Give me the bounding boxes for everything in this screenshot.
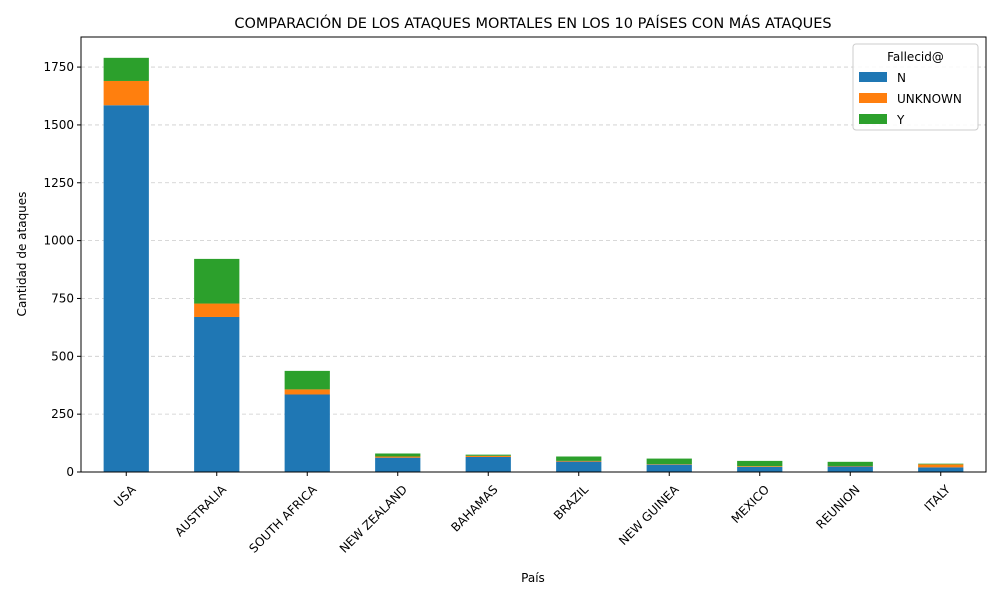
y-tick-label: 0	[66, 465, 74, 479]
bar-segment-n	[827, 466, 873, 472]
bar-segment-n	[918, 467, 964, 472]
bar-segment-n	[284, 394, 330, 472]
x-tick-label: NEW ZEALAND	[337, 482, 410, 555]
bar-segment-unknown	[284, 389, 330, 395]
bar-segment-unknown	[103, 80, 149, 106]
legend-frame	[852, 43, 979, 131]
bar-segment-y	[465, 454, 511, 456]
bar-segment-unknown	[737, 466, 783, 467]
bar-segment-y	[284, 370, 330, 390]
y-tick-label: 1750	[43, 60, 74, 74]
y-tick-label: 250	[51, 407, 74, 421]
bar-segment-y	[375, 453, 421, 457]
bar-segment-unknown	[194, 303, 240, 317]
x-tick-label: ITALY	[922, 482, 954, 514]
legend-swatch-y	[859, 114, 887, 124]
bar-segment-y	[194, 258, 240, 304]
x-axis-ticks: USA AUSTRALIA SOUTH AFRICA NEW ZEALAND BAHAM…	[111, 472, 954, 556]
x-tick-label: MEXICO	[729, 482, 773, 526]
bar-segment-y	[827, 461, 873, 466]
x-tick-label: BRAZIL	[551, 482, 591, 522]
legend-title: Fallecid@	[887, 50, 944, 64]
legend-label-unknown: UNKNOWN	[897, 92, 962, 106]
bar-segment-unknown	[375, 456, 421, 458]
x-tick-label: REUNION	[813, 482, 862, 531]
y-axis-label: Cantidad de ataques	[15, 192, 29, 317]
bar-segment-y	[103, 57, 149, 81]
x-tick-label: AUSTRALIA	[172, 482, 229, 539]
y-tick-label: 1250	[43, 176, 74, 190]
bar-segment-n	[194, 316, 240, 472]
legend: Fallecid@ N UNKNOWN Y	[852, 43, 979, 131]
bar-segment-n	[646, 464, 692, 472]
chart-title: COMPARACIÓN DE LOS ATAQUES MORTALES EN L…	[234, 14, 831, 32]
bar-segment-n	[103, 105, 149, 472]
y-tick-label: 1000	[43, 234, 74, 248]
bar-segment-unknown	[556, 460, 602, 462]
x-tick-label: SOUTH AFRICA	[246, 482, 320, 556]
bars	[103, 57, 964, 472]
bar-segment-y	[737, 460, 783, 467]
y-axis-ticks: 0 250 500 750 1000 1250 1500 1750	[43, 60, 81, 479]
bar-segment-n	[465, 456, 511, 472]
bar-segment-unknown	[918, 464, 964, 468]
y-tick-label: 500	[51, 349, 74, 363]
x-tick-label: BAHAMAS	[448, 482, 500, 534]
plot-frame	[80, 36, 987, 473]
bar-segment-n	[737, 466, 783, 472]
bar-segment-n	[375, 457, 421, 472]
bar-segment-unknown	[465, 455, 511, 457]
bar-segment-y	[556, 456, 602, 461]
bar-segment-y	[646, 458, 692, 465]
bar-segment-y	[918, 463, 964, 465]
x-axis-label: País	[521, 571, 545, 585]
legend-swatch-n	[859, 72, 887, 82]
x-tick-label: USA	[111, 482, 139, 510]
x-tick-label: NEW GUINEA	[616, 482, 682, 548]
legend-label-y: Y	[896, 113, 905, 127]
y-tick-label: 1500	[43, 118, 74, 132]
y-tick-label: 750	[51, 291, 74, 305]
legend-label-n: N	[897, 71, 906, 85]
legend-swatch-unknown	[859, 93, 887, 103]
bar-segment-n	[556, 461, 602, 472]
